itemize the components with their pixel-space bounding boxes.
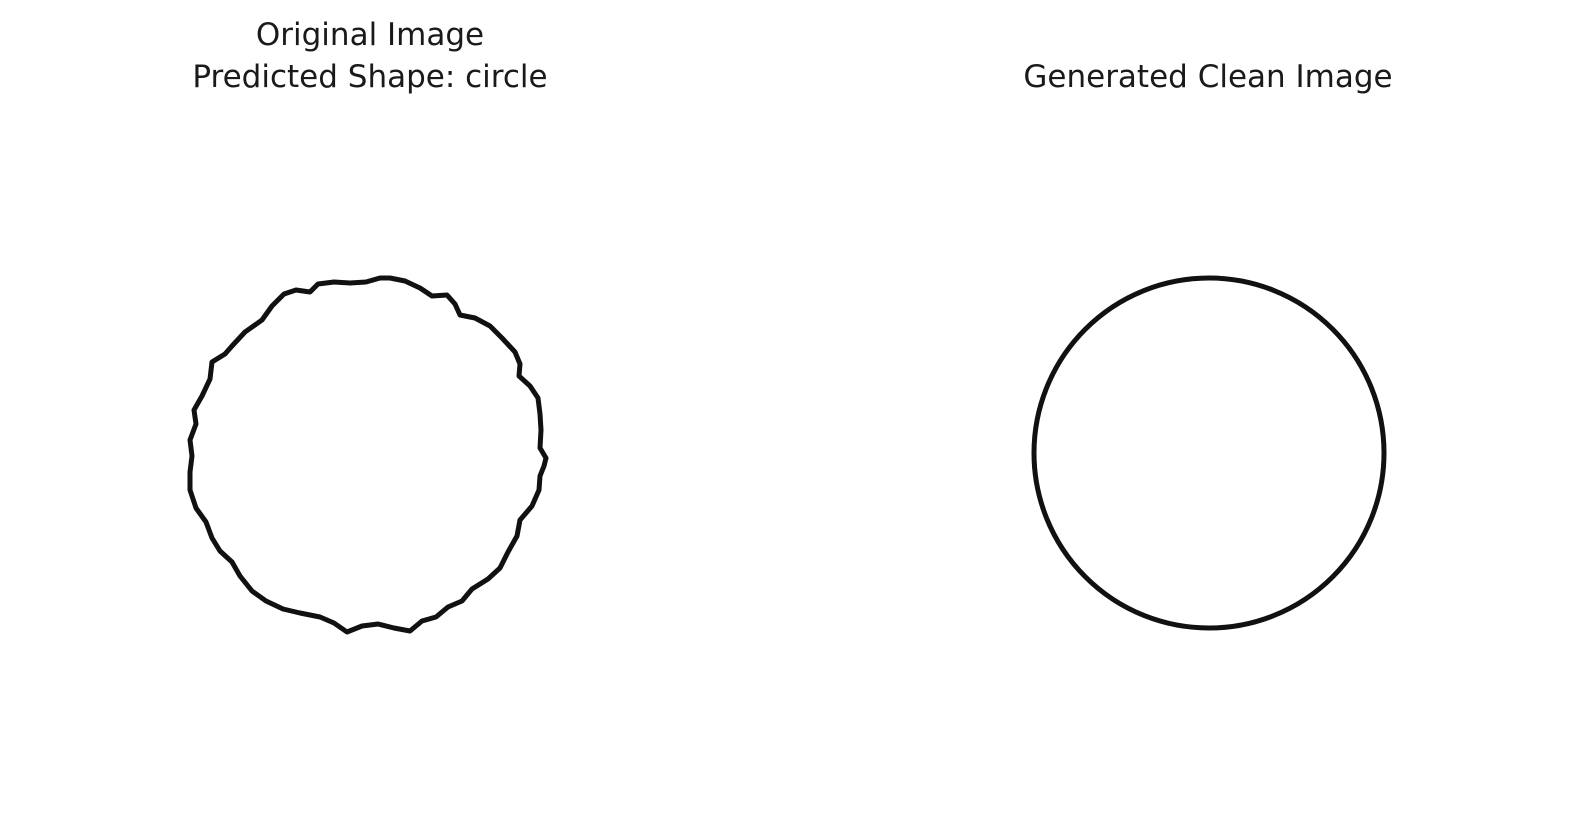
noisy-circle-outline: [187, 275, 549, 635]
original-image-title-line: Original Image: [255, 17, 485, 53]
clean-circle-outline: [1031, 275, 1387, 631]
original-image-title: Original Image Predicted Shape: circle: [170, 14, 570, 98]
predicted-shape-label: Predicted Shape: circle: [192, 59, 548, 95]
clean-circle-image: [1031, 275, 1387, 631]
generated-image-title: Generated Clean Image: [1023, 59, 1393, 95]
generated-image-panel: Generated Clean Image: [788, 0, 1576, 813]
noisy-circle-image: [187, 275, 549, 635]
original-image-panel: Original Image Predicted Shape: circle: [170, 14, 570, 635]
